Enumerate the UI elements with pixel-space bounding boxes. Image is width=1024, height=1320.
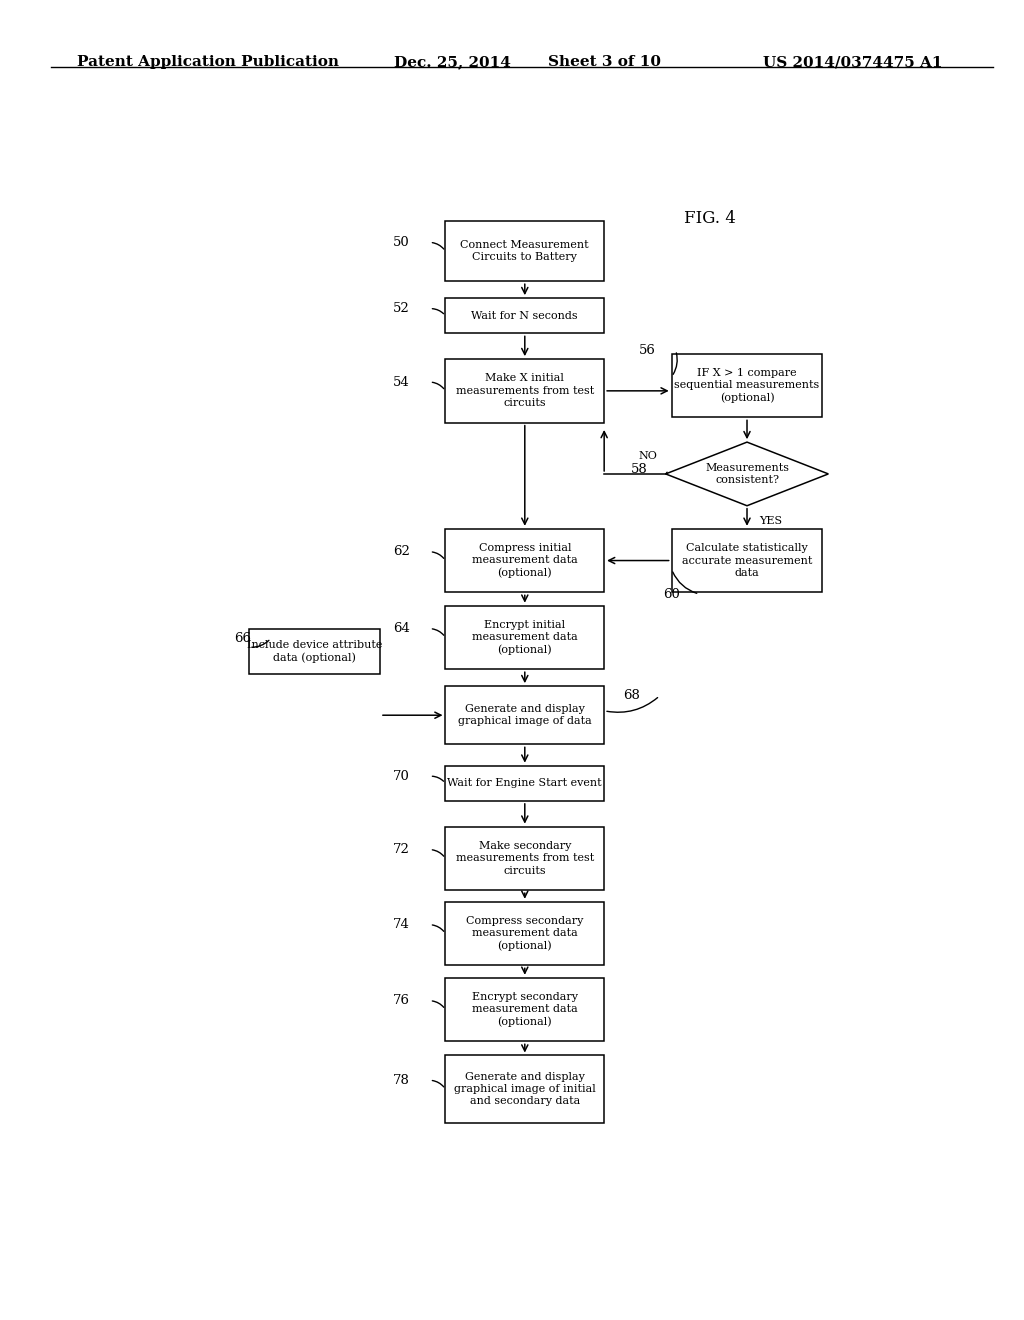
Text: Compress initial
measurement data
(optional): Compress initial measurement data (optio… — [472, 543, 578, 578]
Text: 54: 54 — [393, 375, 410, 388]
Text: Make X initial
measurements from test
circuits: Make X initial measurements from test ci… — [456, 374, 594, 408]
Text: Measurements
consistent?: Measurements consistent? — [705, 463, 790, 486]
Text: Generate and display
graphical image of data: Generate and display graphical image of … — [458, 704, 592, 726]
FancyBboxPatch shape — [672, 354, 822, 417]
Text: Patent Application Publication: Patent Application Publication — [77, 55, 339, 70]
Text: Generate and display
graphical image of initial
and secondary data: Generate and display graphical image of … — [454, 1072, 596, 1106]
FancyBboxPatch shape — [445, 902, 604, 965]
Text: 74: 74 — [393, 919, 410, 931]
Text: Encrypt secondary
measurement data
(optional): Encrypt secondary measurement data (opti… — [472, 991, 578, 1027]
Text: Encrypt initial
measurement data
(optional): Encrypt initial measurement data (option… — [472, 619, 578, 655]
Text: NO: NO — [639, 450, 657, 461]
Text: Include device attribute
data (optional): Include device attribute data (optional) — [247, 640, 382, 663]
FancyBboxPatch shape — [445, 686, 604, 744]
FancyBboxPatch shape — [445, 766, 604, 801]
Text: Wait for Engine Start event: Wait for Engine Start event — [447, 779, 602, 788]
Text: 60: 60 — [663, 587, 680, 601]
FancyBboxPatch shape — [445, 606, 604, 669]
Text: 52: 52 — [393, 302, 410, 315]
Text: IF X > 1 compare
sequential measurements
(optional): IF X > 1 compare sequential measurements… — [675, 368, 819, 404]
Text: FIG. 4: FIG. 4 — [684, 210, 735, 227]
FancyBboxPatch shape — [445, 1056, 604, 1122]
FancyBboxPatch shape — [672, 529, 822, 593]
Text: Wait for N seconds: Wait for N seconds — [471, 310, 579, 321]
Text: 62: 62 — [393, 545, 410, 558]
Text: 66: 66 — [234, 632, 251, 644]
Polygon shape — [666, 442, 828, 506]
Text: Connect Measurement
Circuits to Battery: Connect Measurement Circuits to Battery — [461, 240, 589, 263]
Text: 50: 50 — [393, 236, 410, 249]
Text: 72: 72 — [393, 843, 410, 857]
Text: 76: 76 — [393, 994, 410, 1007]
Text: Dec. 25, 2014: Dec. 25, 2014 — [394, 55, 511, 70]
Text: Sheet 3 of 10: Sheet 3 of 10 — [548, 55, 660, 70]
Text: 70: 70 — [393, 770, 410, 783]
FancyBboxPatch shape — [249, 630, 380, 673]
FancyBboxPatch shape — [445, 298, 604, 334]
Text: Make secondary
measurements from test
circuits: Make secondary measurements from test ci… — [456, 841, 594, 875]
Text: 78: 78 — [393, 1073, 410, 1086]
FancyBboxPatch shape — [445, 826, 604, 890]
Text: US 2014/0374475 A1: US 2014/0374475 A1 — [763, 55, 942, 70]
FancyBboxPatch shape — [445, 978, 604, 1041]
Text: YES: YES — [759, 516, 782, 527]
FancyBboxPatch shape — [445, 359, 604, 422]
Text: 56: 56 — [639, 343, 655, 356]
Text: Compress secondary
measurement data
(optional): Compress secondary measurement data (opt… — [466, 916, 584, 952]
Text: Calculate statistically
accurate measurement
data: Calculate statistically accurate measure… — [682, 543, 812, 578]
Text: 58: 58 — [631, 463, 648, 477]
FancyBboxPatch shape — [445, 222, 604, 281]
FancyBboxPatch shape — [445, 529, 604, 593]
Text: 64: 64 — [393, 622, 410, 635]
Text: 68: 68 — [623, 689, 640, 702]
